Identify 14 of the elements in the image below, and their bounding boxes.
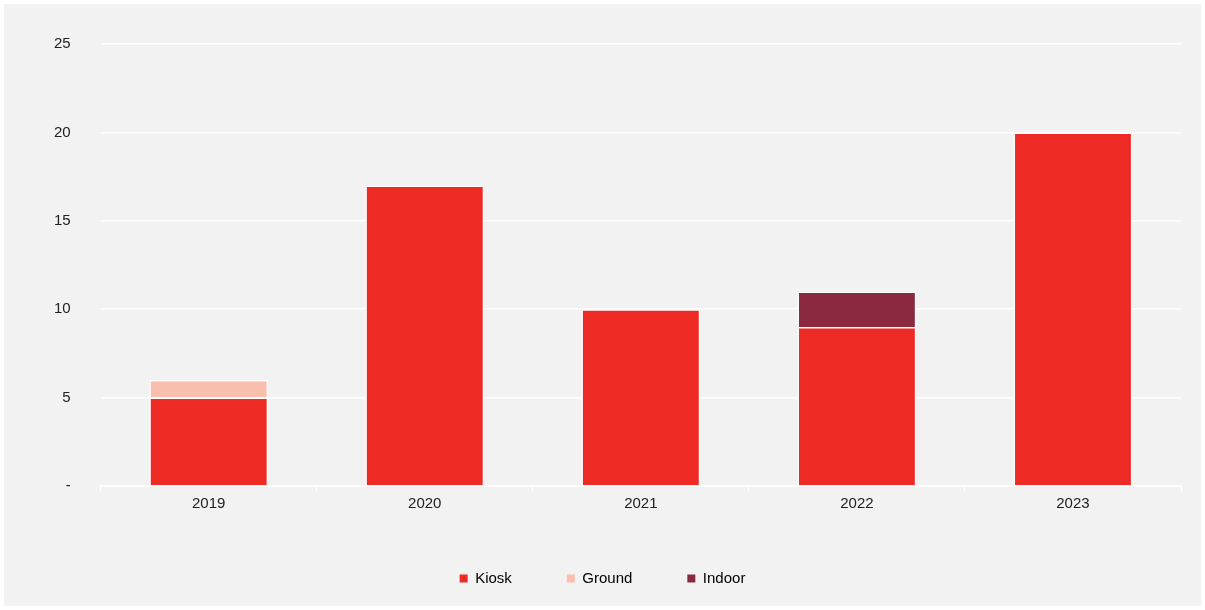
y-tick-label: 10: [54, 299, 71, 317]
x-tick-label: 2021: [624, 494, 658, 512]
x-tick-label: 2020: [408, 494, 442, 512]
y-tick-label: 20: [54, 122, 71, 140]
y-tick-label: 15: [54, 210, 71, 228]
legend-label: Kiosk: [475, 568, 513, 586]
legend-label: Ground: [582, 568, 633, 586]
x-tick-label: 2023: [1056, 494, 1090, 512]
legend-label: Indoor: [702, 568, 746, 586]
y-tick-label: -: [65, 476, 71, 494]
x-tick-label: 2022: [840, 494, 874, 512]
y-tick-label: 25: [54, 34, 71, 52]
y-tick-label: 5: [62, 387, 71, 405]
x-tick-label: 2019: [192, 494, 226, 512]
